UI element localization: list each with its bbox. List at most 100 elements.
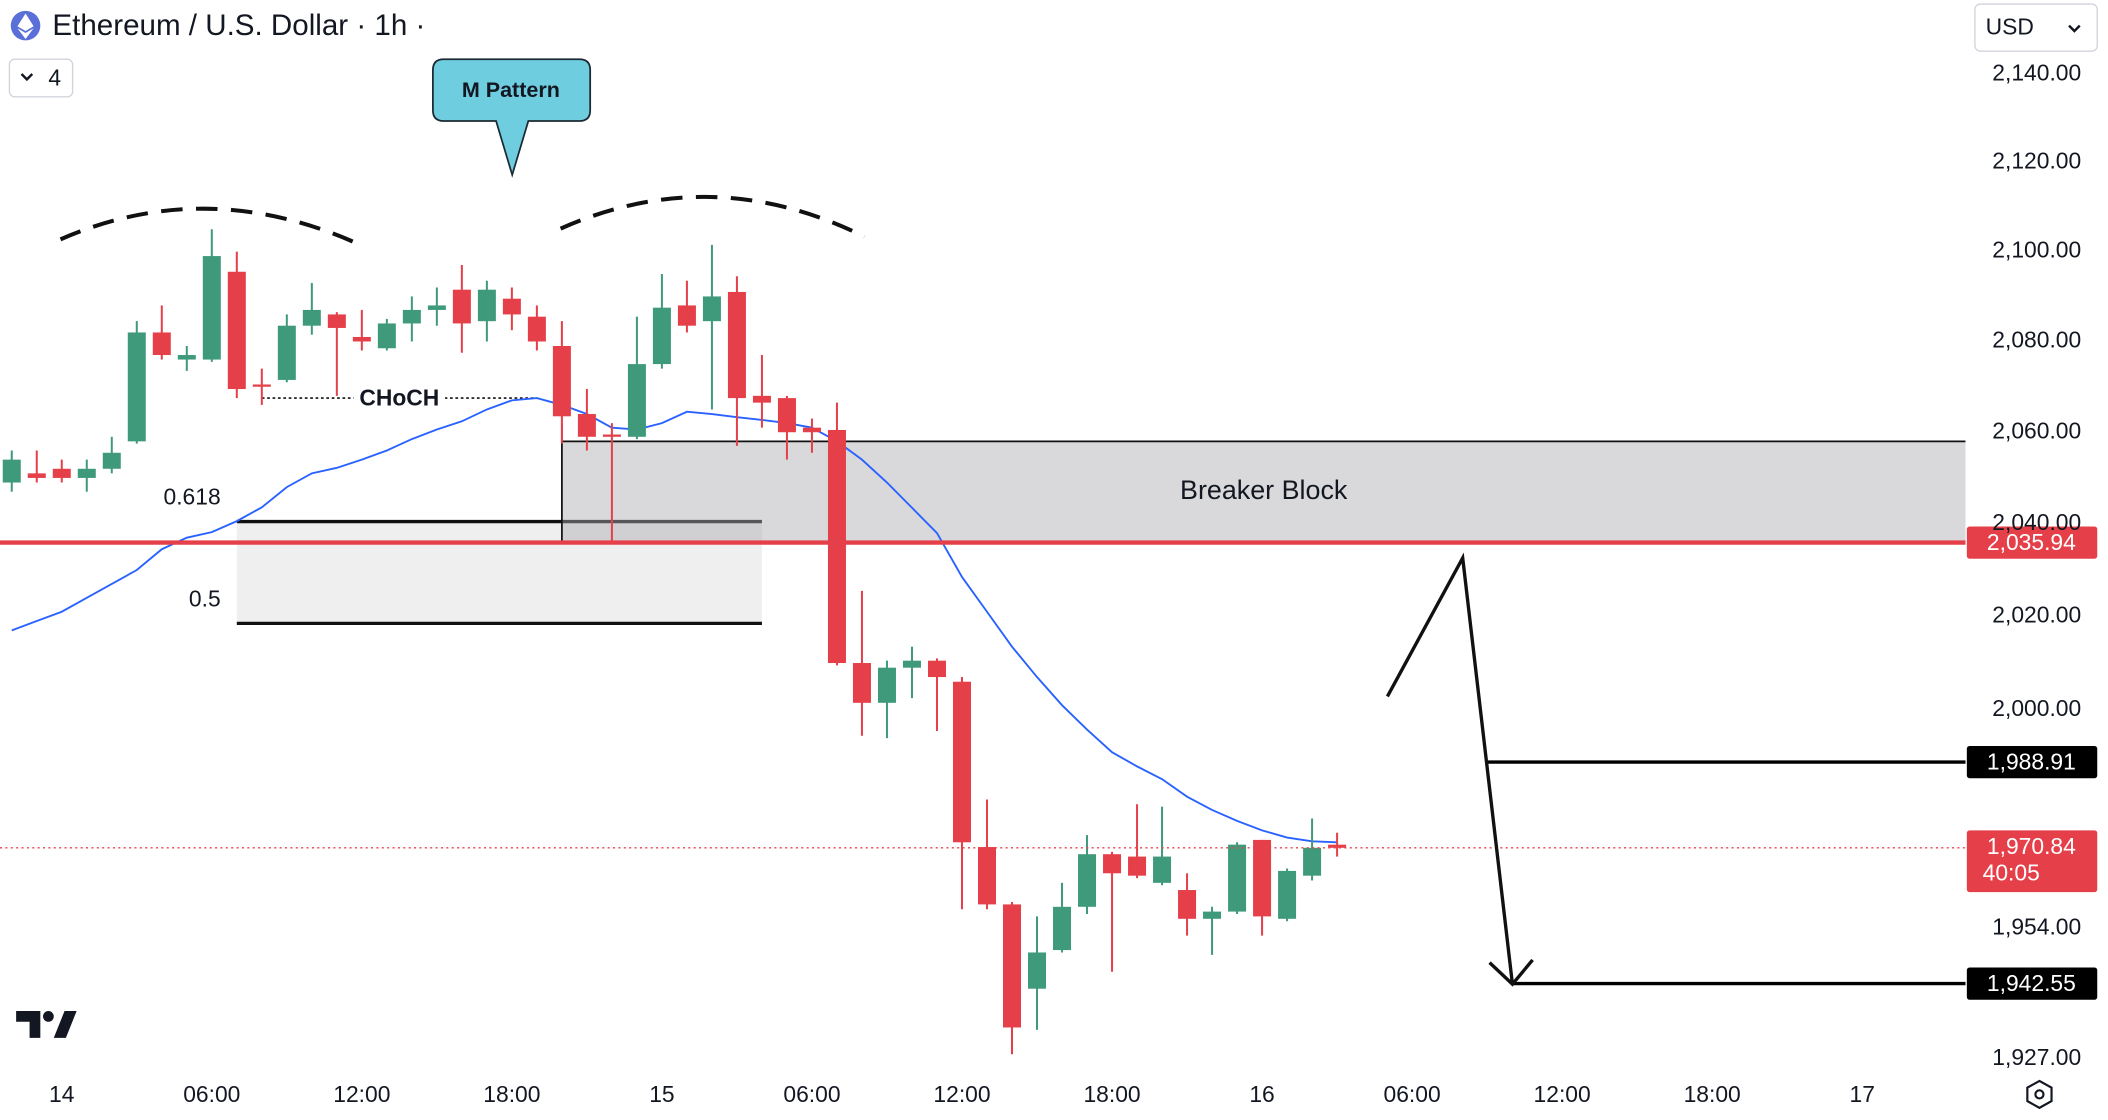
chevron (20, 73, 34, 82)
candle-body (852, 663, 871, 703)
callout-bubble (432, 58, 592, 178)
currency-select[interactable] (1974, 3, 2098, 52)
y-tick-label: 2,000.00 (1992, 695, 2081, 721)
x-tick-label: 12:00 (333, 1081, 390, 1107)
candle-body (1028, 952, 1047, 989)
fib-zone (236, 521, 762, 624)
candle-body (827, 429, 846, 664)
settings-dot (2034, 1089, 2045, 1100)
candle-body (1178, 890, 1197, 919)
currency-label: USD (1986, 13, 2034, 39)
y-tick-label: 2,080.00 (1992, 327, 2081, 353)
candle-body (77, 468, 96, 478)
candle-body (127, 332, 146, 442)
candle-body (927, 660, 946, 678)
choch-label-bg (353, 384, 446, 412)
logo-part (43, 1011, 54, 1022)
chevron (2068, 24, 2081, 33)
x-tick-label: 14 (49, 1081, 75, 1107)
candle-body (1278, 870, 1297, 919)
x-tick-label: 18:00 (483, 1081, 540, 1107)
y-tick-label: 1,927.00 (1992, 1044, 2081, 1070)
callout-text: M Pattern (462, 78, 560, 102)
candle-body (102, 452, 121, 469)
x-tick-label: 16 (1249, 1081, 1274, 1107)
x-tick-label: 18:00 (1684, 1081, 1741, 1107)
projection-arrow (1385, 552, 1534, 987)
candle-body (652, 307, 671, 365)
candle-body (352, 336, 371, 342)
choch-label: CHoCH (359, 384, 439, 410)
fib-label: 0.5 (189, 586, 221, 612)
candle-body (1253, 839, 1272, 917)
candle-body (477, 289, 496, 322)
candle-body (152, 332, 171, 356)
candle-body (1128, 856, 1147, 876)
x-tick-label: 12:00 (933, 1081, 990, 1107)
candle-body (627, 364, 646, 437)
candle-body (802, 427, 821, 433)
price-tag (1966, 745, 2098, 779)
breaker-label: Breaker Block (1180, 475, 1348, 505)
logo-part (16, 1011, 41, 1038)
settings-button[interactable] (2026, 1079, 2053, 1110)
candle-body (902, 660, 921, 668)
candle-body (752, 395, 771, 403)
price-tag (1966, 526, 2098, 559)
logo-part (53, 1011, 77, 1038)
last-price-label: 1,970.84 (1987, 833, 2076, 859)
x-tick-label: 12:00 (1534, 1081, 1591, 1107)
price-tag-label: 1,988.91 (1987, 748, 2076, 774)
x-tick-label: 06:00 (783, 1081, 840, 1107)
candle-body (302, 309, 321, 326)
candle-body (1103, 854, 1122, 874)
candle-body (452, 289, 471, 324)
price-tag-label: 1,942.55 (1987, 970, 2076, 996)
candle-body (702, 296, 721, 322)
y-tick-label: 2,120.00 (1992, 148, 2081, 174)
candle-body (677, 305, 696, 326)
candle-body (27, 473, 46, 478)
symbol-icon-glyph (17, 13, 34, 40)
candle-body (1078, 854, 1097, 907)
candle-body (1228, 844, 1247, 912)
y-tick-label: 2,040.00 (1992, 509, 2081, 535)
candle-body (1328, 844, 1347, 848)
candle-body (527, 316, 546, 342)
price-tag (1966, 967, 2098, 1000)
symbol-title: Ethereum / U.S. Dollar · 1h · (52, 9, 425, 42)
candle-body (327, 314, 346, 328)
candle-body (252, 384, 271, 387)
candle-body (227, 271, 246, 390)
candle-body (277, 325, 296, 380)
y-tick-label: 1,954.00 (1992, 913, 2081, 939)
moving-average (11, 397, 1338, 844)
settings-hexagon (2026, 1079, 2053, 1110)
logo (16, 1011, 77, 1038)
candle-body (952, 681, 971, 843)
candle-body (1153, 856, 1172, 883)
countdown-label: 40:05 (1983, 860, 2040, 886)
x-tick-label: 15 (649, 1081, 674, 1107)
candle-body (52, 468, 71, 478)
last-price-tag (1966, 830, 2098, 893)
x-tick-label: 18:00 (1083, 1081, 1140, 1107)
indicator-toggle[interactable] (8, 58, 74, 98)
header: Ethereum / U.S. Dollar · 1h · 4 USD (8, 3, 2098, 98)
indicator-count: 4 (48, 64, 61, 90)
candle-body (977, 847, 997, 905)
price-tag-label: 2,035.94 (1987, 529, 2076, 555)
candle-body (727, 291, 746, 399)
arrow-head (1488, 958, 1534, 987)
plot-area: 0.618 0.5 Breaker Block CHoCH (0, 229, 1966, 1055)
candle-body (377, 323, 396, 349)
candle-body (777, 398, 796, 433)
pattern-arc (559, 194, 866, 239)
fib-label: 0.618 (164, 484, 221, 510)
candle-body (1303, 847, 1322, 876)
candle-body (577, 414, 596, 437)
candle-body (1203, 911, 1222, 919)
